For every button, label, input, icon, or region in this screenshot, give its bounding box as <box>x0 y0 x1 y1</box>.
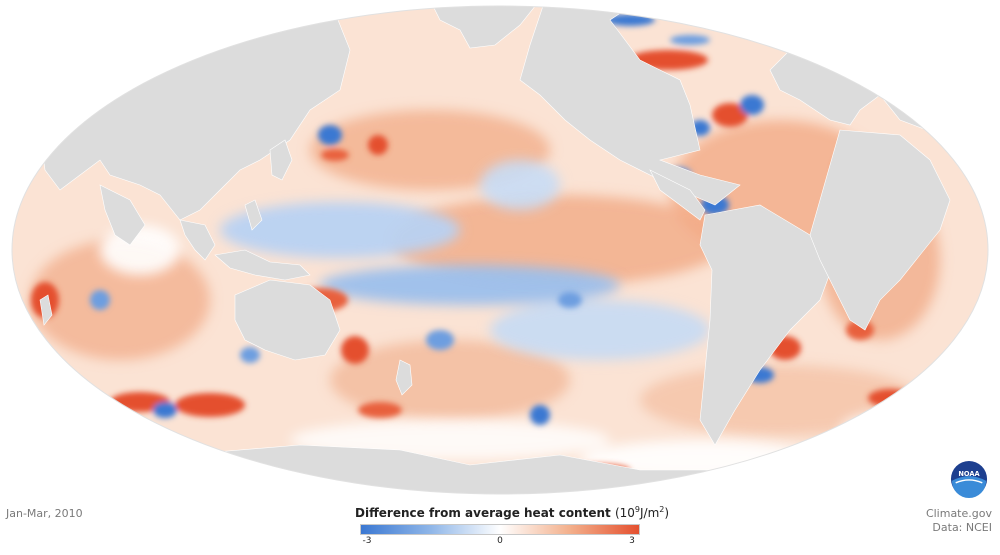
credit-data: Data: NCEI <box>932 521 992 534</box>
noaa-logo-text: NOAA <box>958 470 980 478</box>
japan <box>269 139 293 181</box>
legend-ticks: -3 0 3 <box>360 536 640 548</box>
globe-outline <box>11 5 989 495</box>
legend-min-label: -3 <box>362 536 372 546</box>
central-america <box>649 169 706 221</box>
greenland <box>429 6 541 49</box>
new-zealand <box>395 359 413 396</box>
legend-max-label: 3 <box>629 536 635 546</box>
color-legend: Difference from average heat content (10… <box>355 505 669 548</box>
strong-anomaly-spots <box>31 14 912 476</box>
australia <box>234 279 341 361</box>
noaa-logo: NOAA <box>950 460 988 498</box>
madagascar <box>39 294 53 326</box>
africa <box>809 129 951 331</box>
ocean-anomaly-layer <box>12 6 988 494</box>
world-heat-content-map <box>11 5 989 495</box>
credits: Climate.gov Data: NCEI <box>926 507 992 535</box>
southeast-asia <box>179 219 216 261</box>
india <box>99 184 146 246</box>
legend-color-bar <box>360 524 640 535</box>
legend-mid-label: 0 <box>497 536 503 546</box>
legend-unit: (109J/m2) <box>614 505 670 520</box>
legend-title: Difference from average heat content (10… <box>355 505 669 520</box>
indonesia <box>214 249 311 281</box>
period-label: Jan-Mar, 2010 <box>6 507 83 520</box>
north-america <box>519 6 741 206</box>
legend-title-text: Difference from average heat content <box>355 506 611 520</box>
credit-source: Climate.gov <box>925 507 992 520</box>
philippines <box>244 199 263 231</box>
